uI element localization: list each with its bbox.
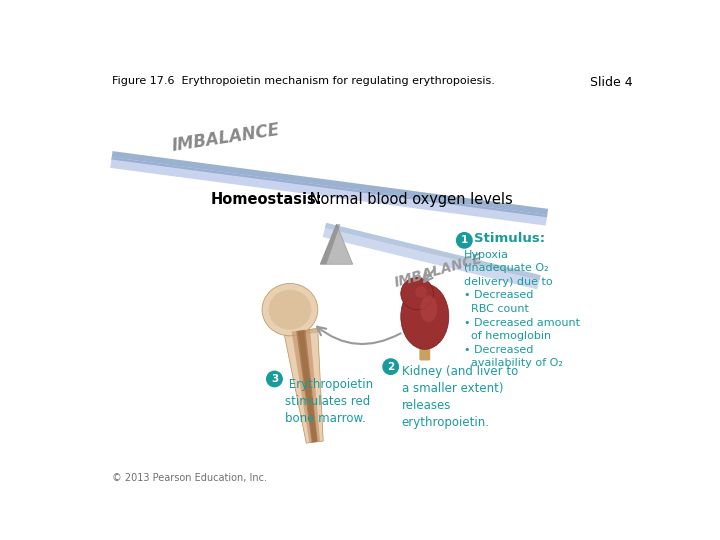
Ellipse shape [415, 286, 427, 298]
Text: © 2013 Pearson Education, Inc.: © 2013 Pearson Education, Inc. [112, 473, 266, 483]
Text: Figure 17.6  Erythropoietin mechanism for regulating erythropoiesis.: Figure 17.6 Erythropoietin mechanism for… [112, 76, 495, 85]
Polygon shape [284, 328, 323, 443]
Ellipse shape [401, 284, 449, 349]
Polygon shape [110, 157, 547, 226]
Text: Homeostasis:: Homeostasis: [210, 192, 322, 207]
Circle shape [456, 233, 472, 248]
Polygon shape [320, 224, 353, 264]
Polygon shape [109, 157, 174, 187]
Text: Normal blood oxygen levels: Normal blood oxygen levels [305, 192, 513, 207]
Polygon shape [298, 330, 317, 442]
Polygon shape [320, 224, 341, 264]
Text: Erythropoietin
stimulates red
bone marrow.: Erythropoietin stimulates red bone marro… [285, 378, 374, 425]
Text: 1: 1 [461, 235, 468, 245]
Text: 2: 2 [387, 362, 395, 372]
FancyBboxPatch shape [419, 327, 431, 361]
Polygon shape [325, 223, 541, 280]
Ellipse shape [420, 295, 437, 322]
Ellipse shape [401, 278, 433, 309]
Circle shape [383, 359, 398, 374]
Polygon shape [292, 329, 320, 443]
Ellipse shape [262, 284, 318, 336]
Polygon shape [112, 151, 548, 215]
Polygon shape [284, 328, 322, 336]
Text: Kidney (and liver to
a smaller extent)
releases
erythropoietin.: Kidney (and liver to a smaller extent) r… [402, 365, 518, 429]
Polygon shape [323, 228, 539, 289]
Polygon shape [112, 157, 547, 217]
Text: 3: 3 [271, 374, 278, 384]
Text: Hypoxia
(inadequate O₂
delivery) due to
• Decreased
  RBC count
• Decreased amou: Hypoxia (inadequate O₂ delivery) due to … [464, 249, 580, 368]
Text: IMBALANCE: IMBALANCE [393, 252, 485, 291]
Text: IMBALANCE: IMBALANCE [171, 121, 281, 155]
Circle shape [266, 372, 282, 387]
Polygon shape [296, 330, 318, 442]
Ellipse shape [269, 289, 311, 330]
Text: Stimulus:: Stimulus: [474, 232, 546, 245]
Text: Slide 4: Slide 4 [590, 76, 632, 89]
